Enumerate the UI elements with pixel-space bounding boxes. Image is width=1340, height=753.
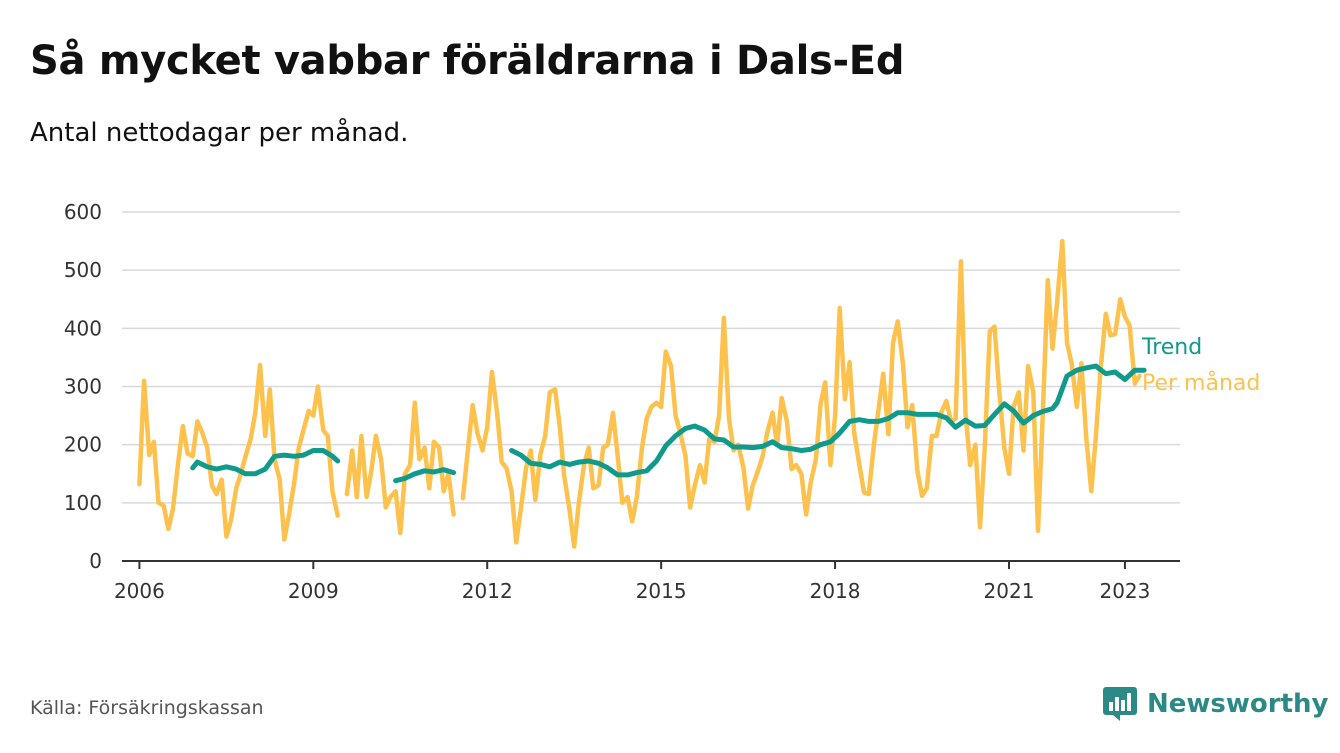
y-tick-label: 500 <box>64 258 102 282</box>
x-axis: 2006 2009 2012 2015 2018 2021 2023 <box>114 560 1180 603</box>
x-tick-label: 2009 <box>288 579 339 603</box>
monthly-label: Per månad <box>1142 370 1260 396</box>
monthly-line <box>344 400 456 536</box>
x-tick-label: 2012 <box>462 579 513 603</box>
bar-chart-icon <box>1103 687 1137 721</box>
monthly-line <box>137 362 340 542</box>
series-lines <box>137 238 1147 549</box>
x-tick-label: 2006 <box>114 579 165 603</box>
x-tick-label: 2021 <box>984 579 1035 603</box>
chart-subtitle: Antal nettodagar per månad. <box>30 118 409 148</box>
x-tick-label: 2023 <box>1099 579 1150 603</box>
y-tick-label: 0 <box>89 549 102 573</box>
trend-line <box>393 467 457 484</box>
brand-name: Newsworthy <box>1147 689 1329 719</box>
y-tick-label: 600 <box>64 200 102 224</box>
y-tick-label: 100 <box>64 491 102 515</box>
chart-title: Så mycket vabbar föräldrarna i Dals-Ed <box>30 38 905 84</box>
y-axis: 0 100 200 300 400 500 600 <box>64 200 102 573</box>
grid <box>122 211 1180 504</box>
monthly-line <box>460 238 1142 549</box>
trend-line <box>509 363 1147 478</box>
trend-line <box>190 448 341 477</box>
series-labels: Trend Per månad <box>1141 335 1260 396</box>
brand-logo: Newsworthy <box>1103 684 1328 724</box>
trend-label: Trend <box>1141 335 1202 360</box>
y-tick-label: 300 <box>64 375 102 399</box>
x-tick-label: 2015 <box>636 579 687 603</box>
y-tick-label: 200 <box>64 433 102 457</box>
y-tick-label: 400 <box>64 316 102 340</box>
x-tick-label: 2018 <box>810 579 861 603</box>
source-note: Källa: Försäkringskassan <box>30 697 264 719</box>
